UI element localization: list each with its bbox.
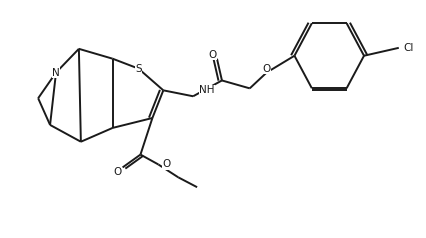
Text: NH: NH — [199, 85, 215, 95]
Text: O: O — [262, 64, 271, 74]
Text: O: O — [113, 167, 122, 177]
Text: N: N — [52, 68, 60, 78]
Text: S: S — [135, 64, 142, 74]
Text: Cl: Cl — [403, 43, 414, 53]
Text: O: O — [162, 159, 170, 169]
Text: O: O — [208, 50, 216, 60]
